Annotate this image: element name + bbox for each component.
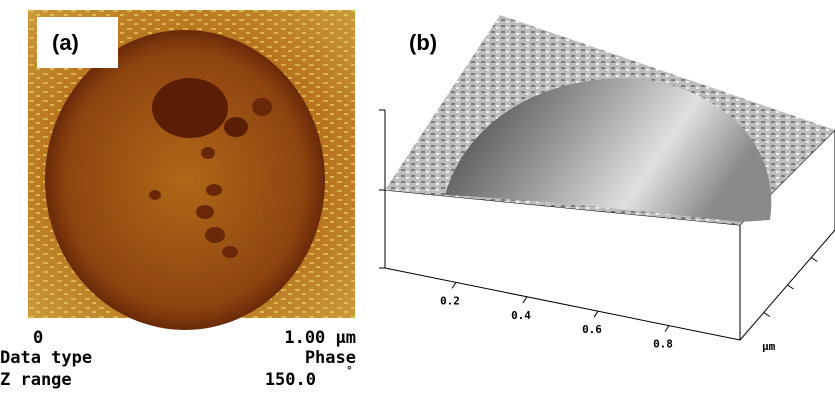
pit: [196, 205, 214, 219]
y-tick: [787, 284, 794, 290]
label-box: [37, 17, 118, 68]
pit: [252, 98, 272, 116]
pit: [206, 184, 222, 196]
island: [445, 78, 772, 222]
x-tick-label: 0.2: [440, 294, 460, 307]
domain-disc: [45, 30, 325, 330]
x-tick: [593, 310, 599, 318]
z-range-label: Z range: [0, 370, 72, 390]
panel-label: (b): [409, 30, 437, 55]
scale-end: 1.00 µm: [284, 328, 356, 348]
z-range-value: 150.0: [265, 370, 316, 390]
x-tick: [451, 282, 457, 289]
y-tick: [763, 312, 771, 317]
panel-a: (a) 0 1.00 µm Data type Phase Z range 15…: [0, 10, 356, 390]
panel-label: (a): [52, 30, 79, 55]
data-type-label: Data type: [0, 348, 92, 368]
x-tick-label: 0.6: [582, 323, 602, 336]
x-tick: [664, 325, 670, 332]
pit: [224, 117, 248, 137]
pit: [201, 147, 215, 159]
x-tick: [522, 296, 528, 304]
pit: [222, 246, 238, 258]
pit: [205, 227, 225, 243]
data-type-value: Phase: [305, 348, 356, 368]
pit: [152, 78, 228, 138]
y-tick: [810, 257, 818, 262]
z-range-unit: °: [346, 364, 353, 377]
panel-b: (b): [379, 15, 835, 341]
scale-start: 0: [33, 328, 43, 348]
x-tick-label: 0.8: [653, 338, 673, 351]
pit: [149, 190, 161, 200]
x-tick-label: 0.4: [511, 309, 531, 322]
axis-unit: µm: [762, 340, 776, 353]
